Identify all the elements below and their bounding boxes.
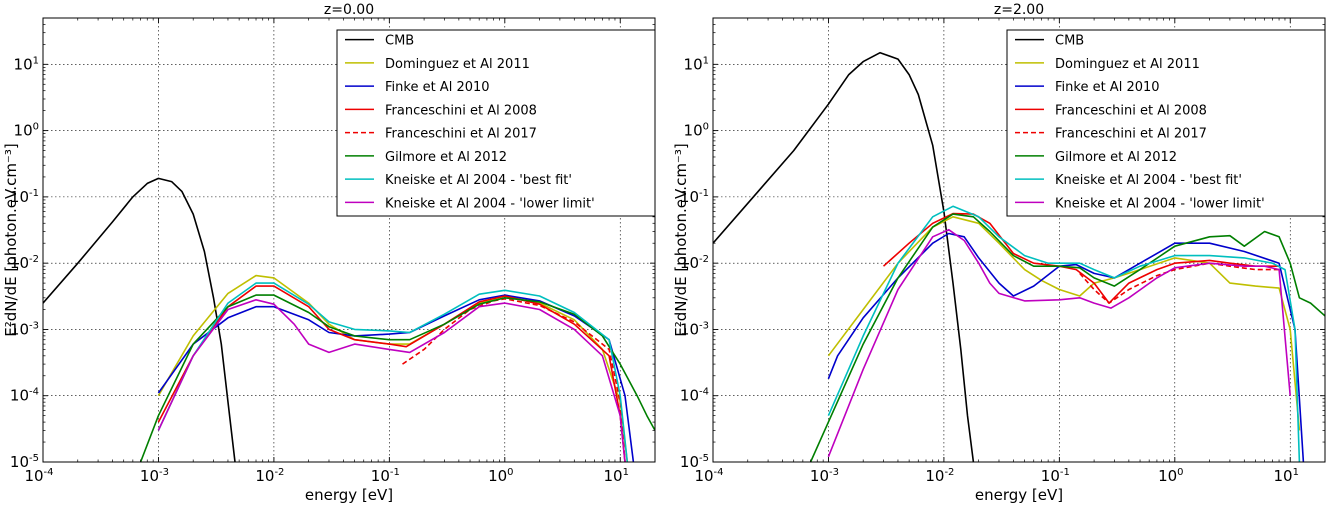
x-tick-label: 10-1 <box>371 467 400 485</box>
legend-label: Dominguez et Al 2011 <box>385 57 530 72</box>
series-line-2 <box>157 294 635 462</box>
y-tick-label: 10-4 <box>10 387 39 405</box>
y-tick-label: 101 <box>14 55 39 73</box>
series-line-0 <box>713 51 975 462</box>
series-line-6 <box>827 205 1301 462</box>
x-tick-label: 10-4 <box>694 467 723 485</box>
series-line-0 <box>43 177 236 462</box>
legend-box <box>1006 29 1326 217</box>
y-tick-label: 10-4 <box>680 387 709 405</box>
x-tick-label: 101 <box>1274 467 1299 485</box>
x-tick-label: 101 <box>604 467 629 485</box>
x-tick-label: 10-2 <box>255 467 284 485</box>
legend-label: Kneiske et Al 2004 - 'lower limit' <box>385 196 595 211</box>
legend-label: Finke et Al 2010 <box>1055 80 1160 95</box>
series-line-4 <box>1079 262 1280 304</box>
legend-label: Gilmore et Al 2012 <box>385 150 507 165</box>
series-line-6 <box>157 282 629 462</box>
legend-label: CMB <box>1055 34 1084 49</box>
legend-label: Franceschini et Al 2008 <box>1055 103 1207 118</box>
chart-title: z=2.00 <box>994 2 1044 18</box>
series-line-5 <box>139 294 655 462</box>
y-tick-label: 100 <box>14 122 39 140</box>
legend-label: Gilmore et Al 2012 <box>1055 150 1177 165</box>
x-tick-label: 10-2 <box>925 467 954 485</box>
legend-label: Dominguez et Al 2011 <box>1055 57 1200 72</box>
series-line-2 <box>827 232 1305 462</box>
x-tick-label: 100 <box>488 467 513 485</box>
series-line-7 <box>157 298 626 462</box>
series-line-5 <box>809 213 1325 462</box>
series-group <box>713 51 1325 462</box>
legend-label: Kneiske et Al 2004 - 'lower limit' <box>1055 196 1265 211</box>
legend-box <box>336 29 656 217</box>
y-tick-label: 10-1 <box>10 188 39 206</box>
y-tick-label: 10-5 <box>10 453 39 471</box>
plot-frame <box>712 17 1326 463</box>
x-axis-label: energy [eV] <box>305 486 393 504</box>
x-axis-label: energy [eV] <box>975 486 1063 504</box>
legend-label: Kneiske et Al 2004 - 'best fit' <box>385 173 572 188</box>
y-axis-label: E²dN/dE [photon.eV.cm⁻³] <box>2 143 20 336</box>
y-tick-label: 10-5 <box>680 453 709 471</box>
legend-label: CMB <box>385 34 414 49</box>
y-tick-label: 10-3 <box>10 320 39 338</box>
x-tick-label: 10-4 <box>24 467 53 485</box>
y-tick-label: 100 <box>684 122 709 140</box>
series-line-1 <box>827 216 1301 431</box>
series-line-7 <box>827 228 1291 458</box>
x-tick-label: 100 <box>1158 467 1183 485</box>
y-axis-label: E²dN/dE [photon.eV.cm⁻³] <box>672 143 690 336</box>
legend-label: Franceschini et Al 2017 <box>1055 127 1207 142</box>
series-group <box>43 177 655 462</box>
series-line-3 <box>882 212 1280 304</box>
y-tick-label: 10-3 <box>680 320 709 338</box>
x-tick-label: 10-1 <box>1041 467 1070 485</box>
plot-frame <box>42 17 656 463</box>
y-tick-label: 10-2 <box>10 254 39 272</box>
y-tick-label: 101 <box>684 55 709 73</box>
legend-label: Franceschini et Al 2017 <box>385 127 537 142</box>
chart-panel-z2: 10-4 10-3 10-2 10-1 100 10110-510-410-310-210… <box>672 2 1326 504</box>
legend-label: Finke et Al 2010 <box>385 80 490 95</box>
chart-panel-z0: 10-4 10-3 10-2 10-1 100 10110-510-410-310-210… <box>2 2 656 504</box>
y-tick-label: 10-2 <box>680 254 709 272</box>
y-tick-label: 10-1 <box>680 188 709 206</box>
x-tick-label: 10-3 <box>140 467 169 485</box>
chart-title: z=0.00 <box>324 2 374 18</box>
series-line-3 <box>157 285 626 462</box>
legend-label: Kneiske et Al 2004 - 'best fit' <box>1055 173 1242 188</box>
legend-label: Franceschini et Al 2008 <box>385 103 537 118</box>
x-tick-label: 10-3 <box>810 467 839 485</box>
series-line-4 <box>402 297 626 462</box>
